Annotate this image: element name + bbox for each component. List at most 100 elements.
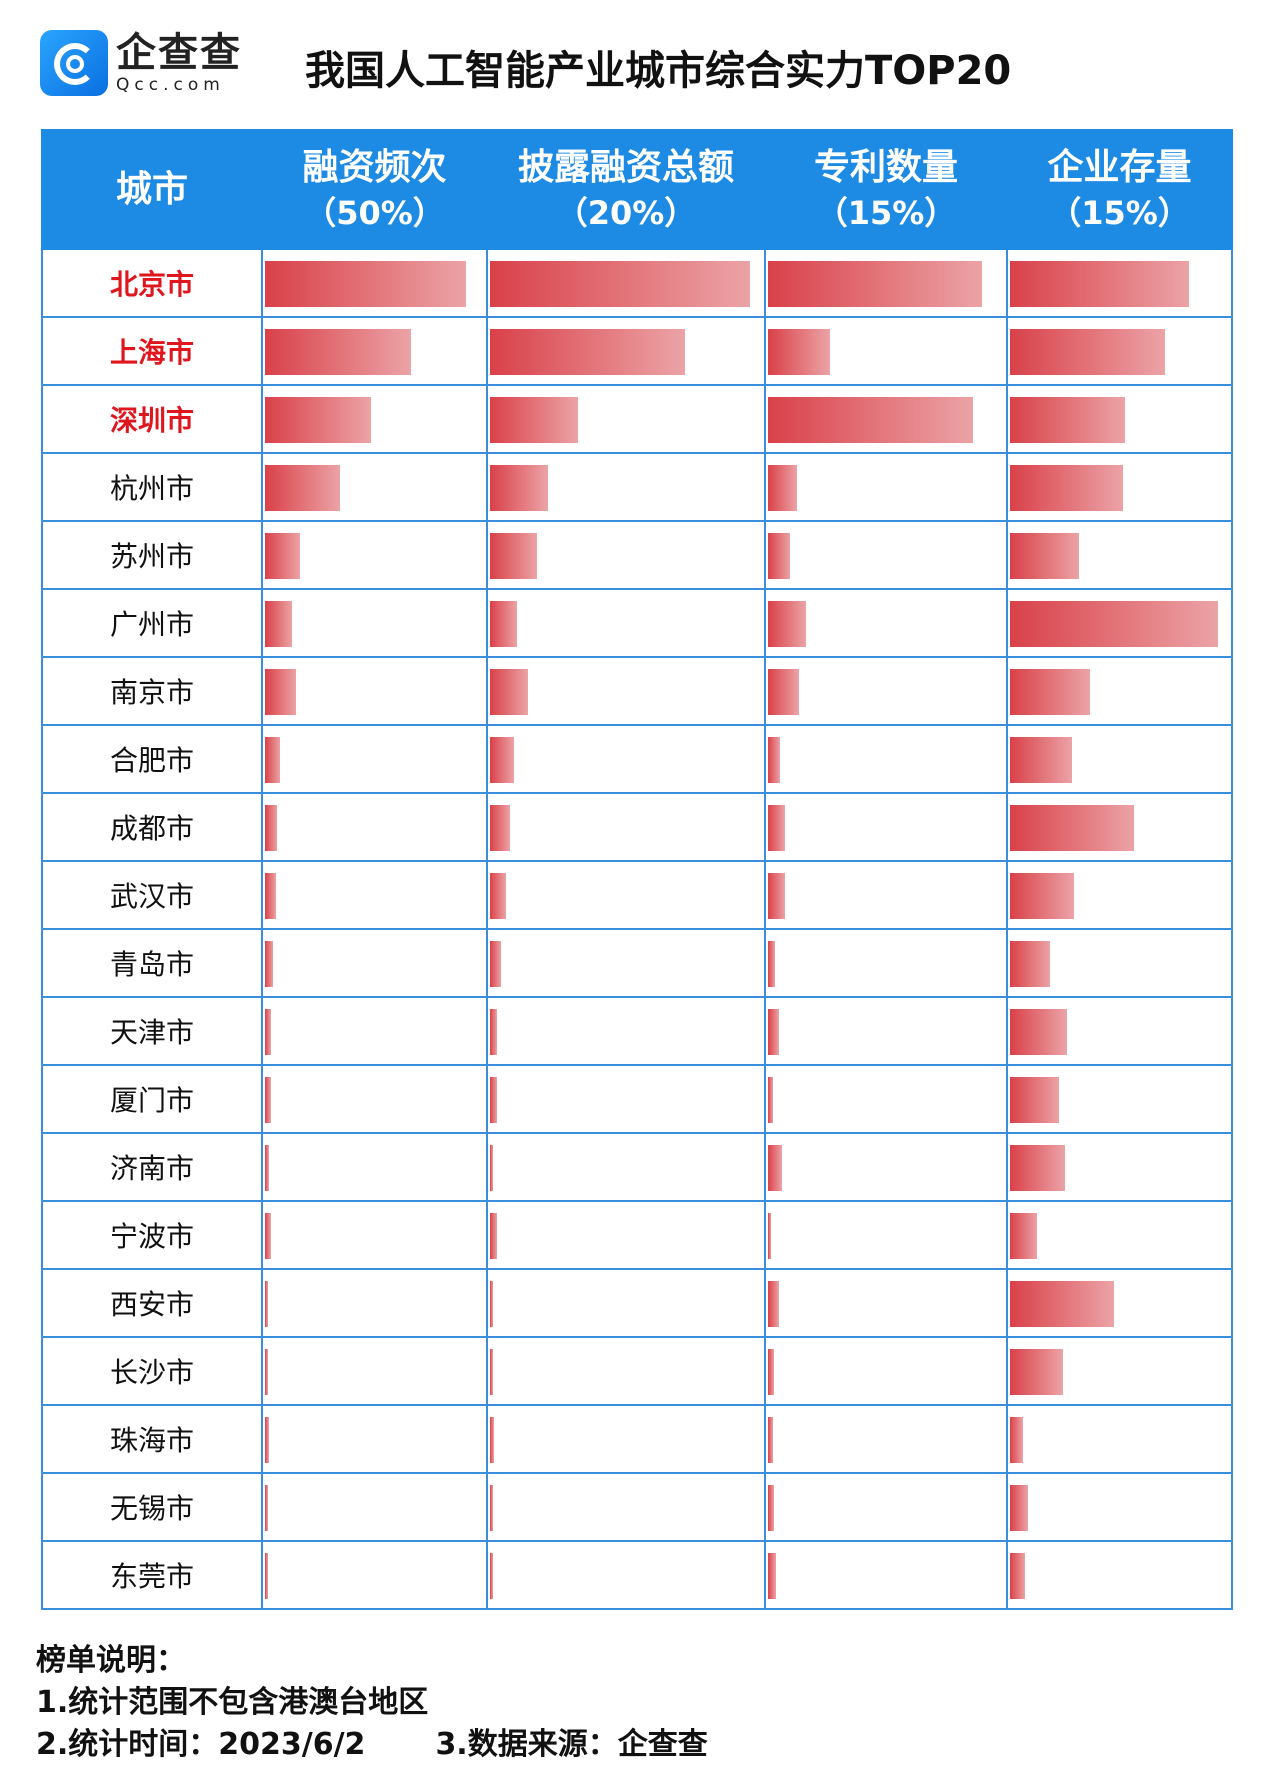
bar-cell xyxy=(1006,1200,1233,1270)
city-label: 成都市 xyxy=(41,792,263,862)
bar xyxy=(768,873,785,919)
bar-cell xyxy=(1006,1132,1233,1202)
bar xyxy=(768,261,982,307)
bar xyxy=(768,1009,779,1055)
bar xyxy=(1010,397,1125,443)
bar-cell xyxy=(261,1132,488,1202)
bar xyxy=(1010,1213,1037,1259)
bar-cell xyxy=(764,316,1008,386)
bar-cell xyxy=(764,452,1008,522)
bar-cell xyxy=(1006,724,1233,794)
column-label: 披露融资总额 xyxy=(517,146,734,188)
bar-cell xyxy=(764,384,1008,454)
bar xyxy=(265,737,280,783)
bar xyxy=(1010,533,1079,579)
bar xyxy=(490,669,528,715)
note-date: 2.统计时间：2023/6/2 xyxy=(36,1727,366,1762)
bar xyxy=(265,397,371,443)
bar-cell xyxy=(486,1064,766,1134)
bar xyxy=(768,1485,774,1531)
city-label: 合肥市 xyxy=(41,724,263,794)
bar xyxy=(490,533,537,579)
bar-cell xyxy=(261,724,488,794)
bar xyxy=(1010,1009,1067,1055)
bar-cell xyxy=(1006,928,1233,998)
bar-cell xyxy=(1006,316,1233,386)
city-label: 济南市 xyxy=(41,1132,263,1202)
table-row: 杭州市 xyxy=(41,452,1233,522)
bar-cell xyxy=(261,452,488,522)
bar-cell xyxy=(261,1200,488,1270)
bar xyxy=(265,805,277,851)
brand-name: 企查查 xyxy=(116,30,242,76)
bar-cell xyxy=(764,860,1008,930)
column-weight: （50%） xyxy=(304,193,445,232)
brand-logo: 企查查 Qcc.com xyxy=(40,30,242,96)
bar-cell xyxy=(1006,588,1233,658)
city-label: 深圳市 xyxy=(41,384,263,454)
bar-cell xyxy=(486,1268,766,1338)
bar xyxy=(265,1077,271,1123)
bar-cell xyxy=(261,1064,488,1134)
bar xyxy=(490,873,506,919)
bar-cell xyxy=(764,1132,1008,1202)
city-label: 长沙市 xyxy=(41,1336,263,1406)
bar xyxy=(768,601,806,647)
city-label: 西安市 xyxy=(41,1268,263,1338)
bar xyxy=(768,941,775,987)
bar xyxy=(1010,1485,1028,1531)
bar-cell xyxy=(1006,1064,1233,1134)
table-row: 深圳市 xyxy=(41,384,1233,454)
bar xyxy=(490,1553,493,1599)
bar xyxy=(265,1145,269,1191)
bar-cell xyxy=(486,520,766,590)
bar xyxy=(768,1553,776,1599)
bar-cell xyxy=(261,656,488,726)
bar xyxy=(768,1349,774,1395)
bar xyxy=(1010,1417,1023,1463)
bar-cell xyxy=(764,1472,1008,1542)
table-row: 宁波市 xyxy=(41,1200,1233,1270)
city-label: 广州市 xyxy=(41,588,263,658)
bar-cell xyxy=(764,1268,1008,1338)
bar-cell xyxy=(486,1200,766,1270)
bar xyxy=(1010,465,1123,511)
bar xyxy=(265,941,273,987)
bar xyxy=(1010,1281,1114,1327)
bar xyxy=(490,1009,497,1055)
bar-cell xyxy=(486,1336,766,1406)
table-row: 长沙市 xyxy=(41,1336,1233,1406)
bar xyxy=(1010,941,1050,987)
table-row: 南京市 xyxy=(41,656,1233,726)
table-row: 无锡市 xyxy=(41,1472,1233,1542)
bar xyxy=(1010,1145,1065,1191)
bar xyxy=(1010,873,1074,919)
bar-cell xyxy=(764,724,1008,794)
bar xyxy=(1010,1349,1063,1395)
bar xyxy=(768,1213,771,1259)
bar xyxy=(490,737,514,783)
bar xyxy=(265,1349,268,1395)
bar xyxy=(490,1485,493,1531)
city-label: 青岛市 xyxy=(41,928,263,998)
bar xyxy=(768,329,830,375)
bar-cell xyxy=(764,996,1008,1066)
bar-cell xyxy=(764,1540,1008,1610)
city-label: 北京市 xyxy=(41,248,263,318)
bar xyxy=(490,261,750,307)
table-row: 北京市 xyxy=(41,248,1233,318)
bar xyxy=(768,1077,773,1123)
bar-cell xyxy=(764,792,1008,862)
column-header: 融资频次 （50%） xyxy=(261,129,488,250)
bar xyxy=(490,601,517,647)
bar xyxy=(265,261,466,307)
bar-cell xyxy=(486,1540,766,1610)
bar-cell xyxy=(1006,520,1233,590)
column-label: 城市 xyxy=(115,168,188,210)
bar-cell xyxy=(486,384,766,454)
bar-cell xyxy=(261,520,488,590)
city-label: 武汉市 xyxy=(41,860,263,930)
bar xyxy=(490,941,501,987)
bar-cell xyxy=(261,860,488,930)
bar-cell xyxy=(486,1132,766,1202)
